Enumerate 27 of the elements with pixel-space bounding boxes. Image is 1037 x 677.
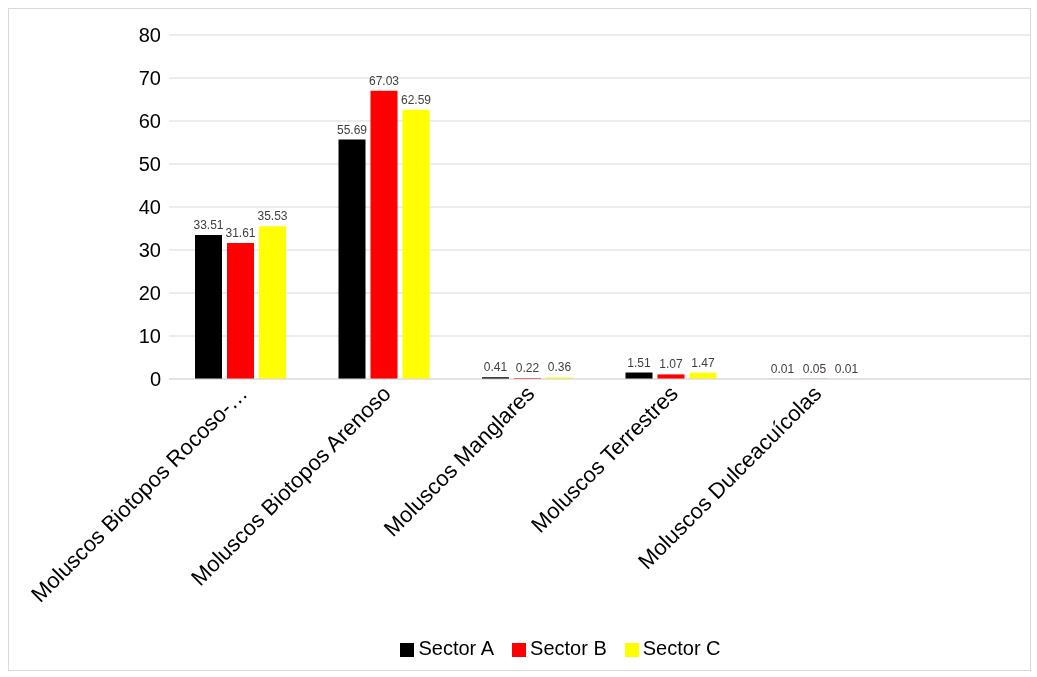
y-tick-label: 0 <box>149 368 161 391</box>
data-label: 55.69 <box>336 122 368 137</box>
data-label: 0.01 <box>770 361 795 376</box>
data-label: 1.47 <box>691 355 715 370</box>
data-label: 0.36 <box>547 360 572 375</box>
data-label: 0.05 <box>802 361 827 376</box>
legend-label: Sector C <box>642 637 721 659</box>
data-label: 1.07 <box>659 357 683 372</box>
data-label: 67.03 <box>368 73 400 88</box>
y-tick-label: 30 <box>138 239 161 262</box>
y-tick-label: 20 <box>138 282 161 305</box>
y-tick-label: 40 <box>138 196 161 219</box>
data-label: 0.22 <box>515 361 540 376</box>
y-tick-label: 70 <box>138 67 161 90</box>
data-label: 31.61 <box>225 226 256 241</box>
data-label: 62.59 <box>400 92 432 107</box>
data-label: 1.51 <box>627 355 651 370</box>
y-tick-label: 10 <box>138 325 161 348</box>
legend-label: Sector B <box>530 637 607 659</box>
data-label: 33.51 <box>193 217 224 232</box>
data-label: 35.53 <box>257 209 288 224</box>
y-tick-label: 80 <box>138 24 161 47</box>
legend-label: Sector A <box>418 637 495 659</box>
y-tick-label: 50 <box>138 153 161 176</box>
data-label: 0.41 <box>483 360 508 375</box>
data-label: 0.01 <box>834 361 859 376</box>
y-tick-label: 60 <box>138 110 161 133</box>
